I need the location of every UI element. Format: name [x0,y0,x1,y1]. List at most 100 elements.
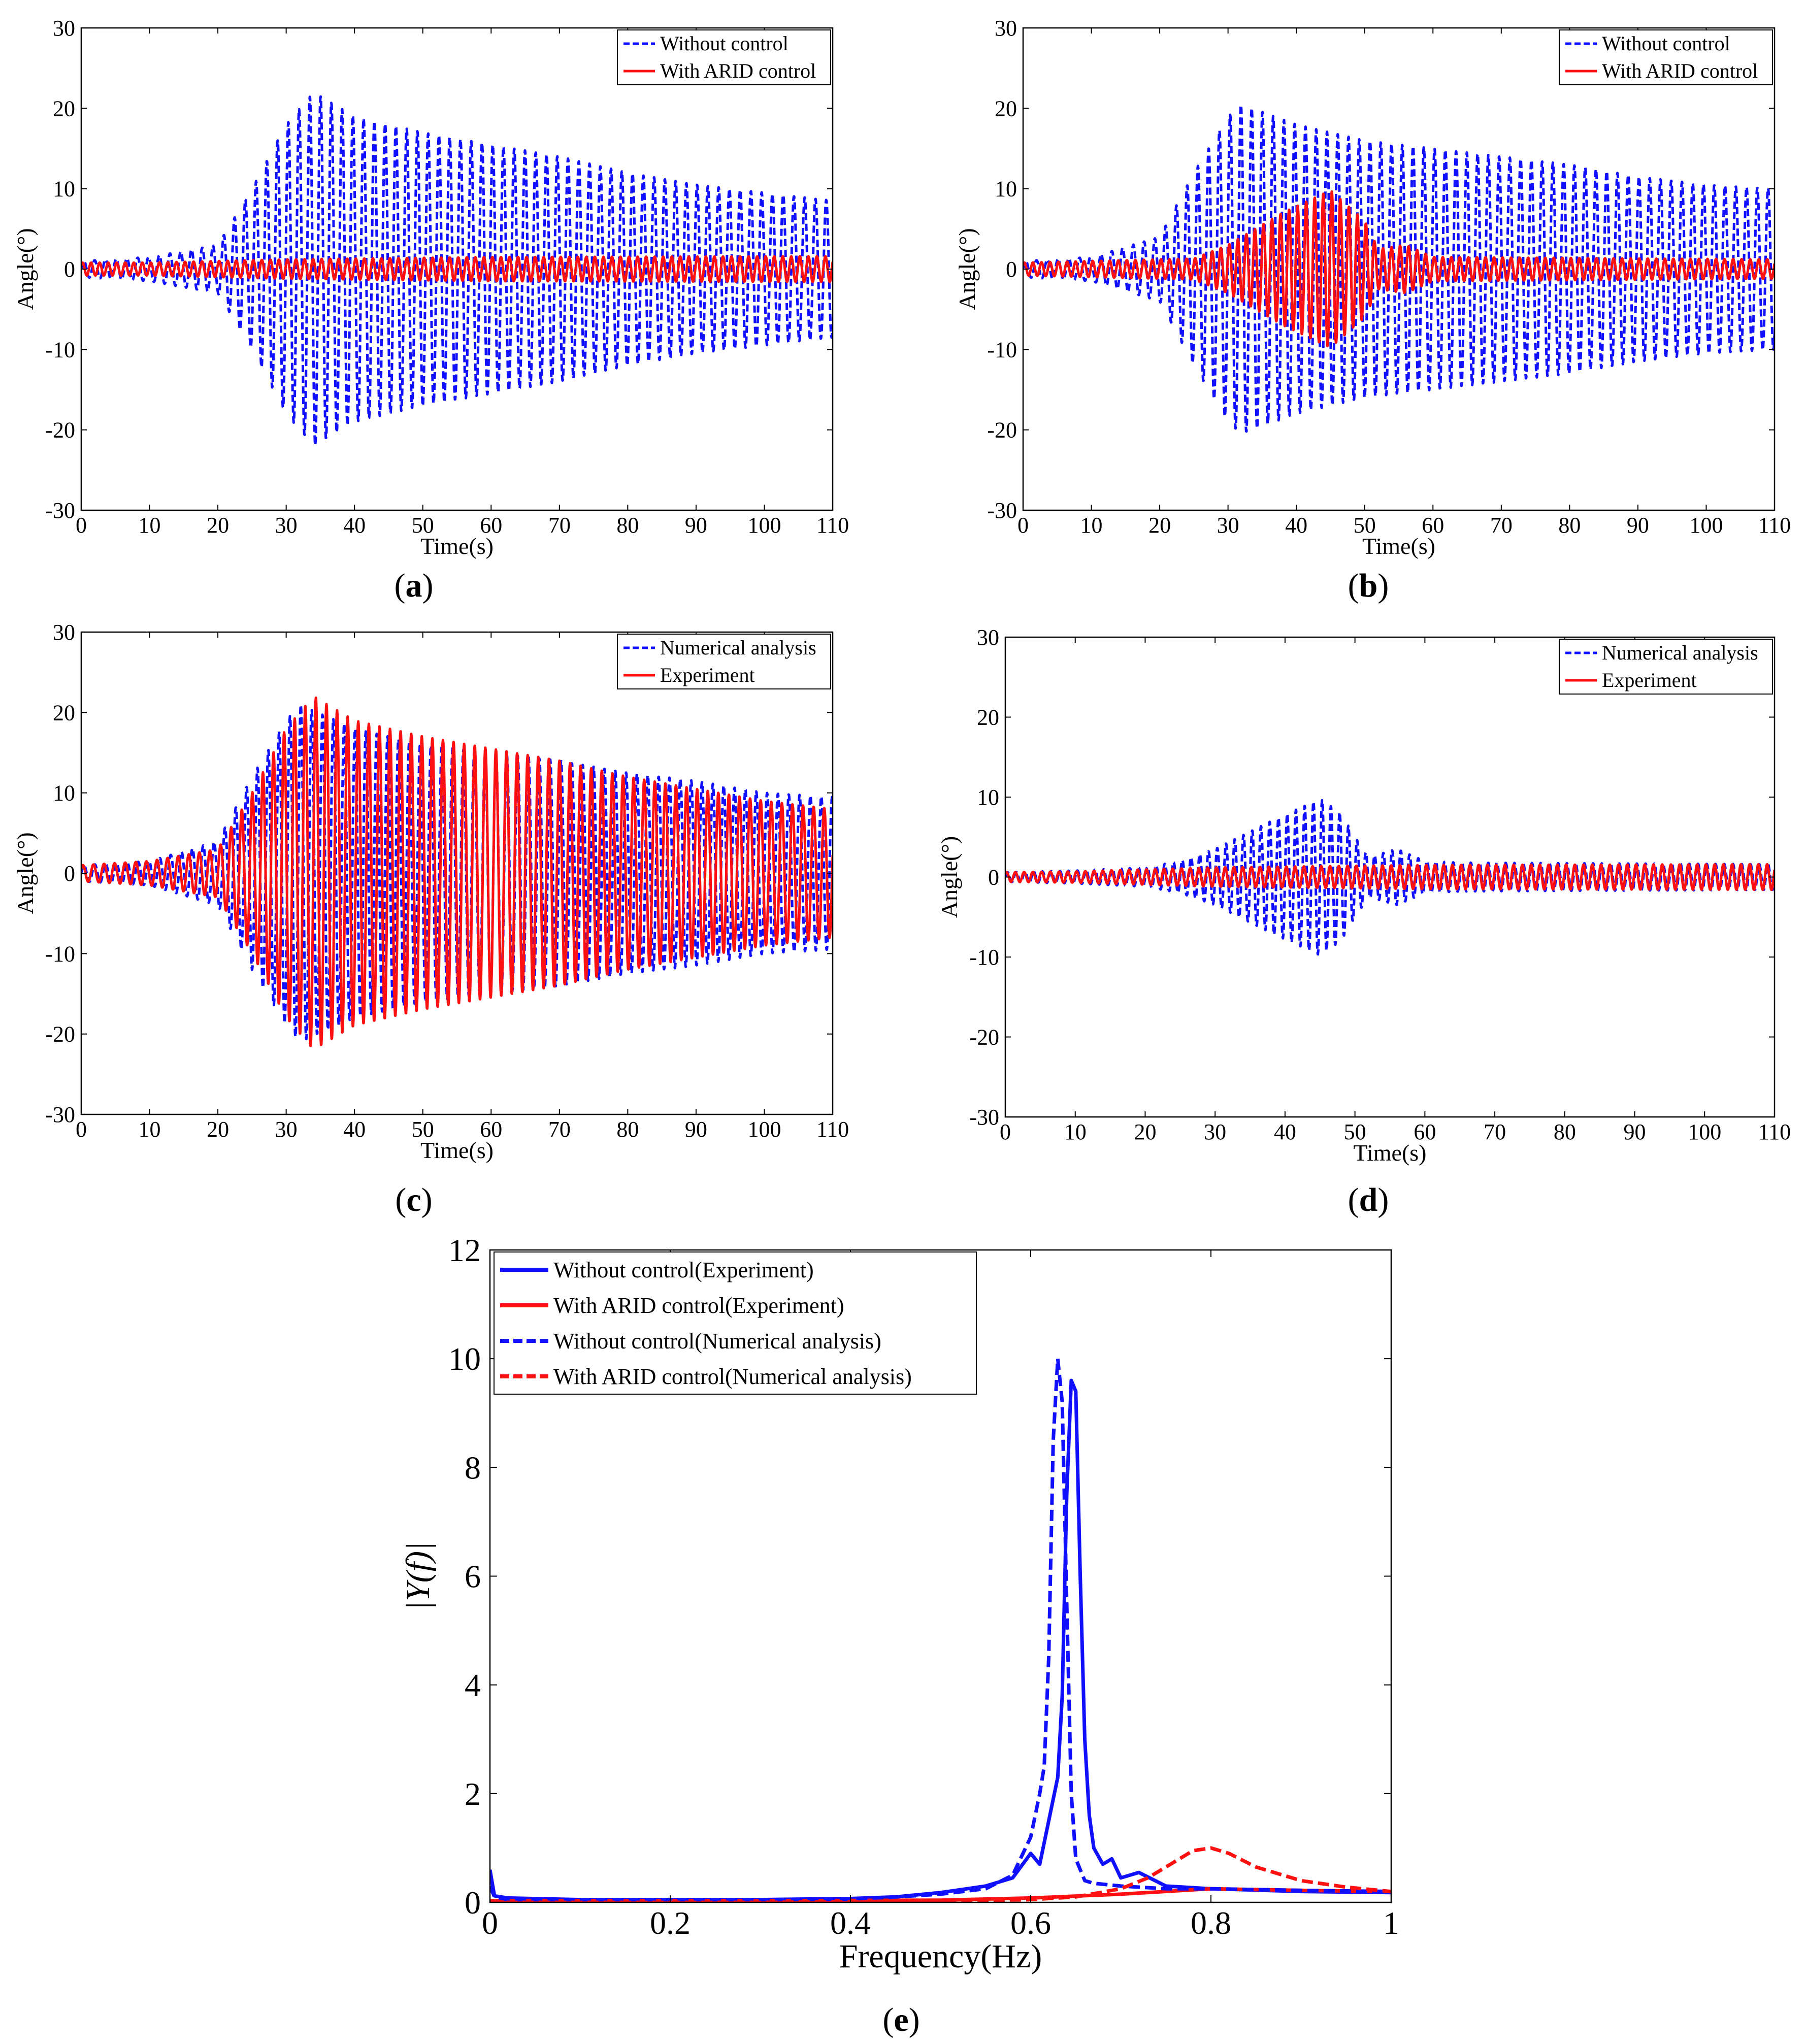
x-tick-label: 20 [1148,513,1171,538]
x-axis-label: Time(s) [1362,533,1435,559]
x-tick-label: 80 [1554,1119,1576,1144]
legend: Numerical analysis Experiment [617,634,831,689]
x-tick-label: 10 [139,1117,161,1142]
legend: Without control(Experiment) With ARID con… [494,1252,976,1394]
y-tick-label: 8 [465,1449,481,1486]
series-line-e-2 [490,1359,1391,1899]
x-tick-label: 70 [1490,513,1513,538]
x-tick-label: 10 [139,513,161,538]
x-tick-label: 80 [1558,513,1581,538]
series-line-d-1 [1005,864,1775,889]
y-tick-label: -20 [969,1025,999,1050]
caption-letter: d [1359,1181,1378,1218]
y-tick-label: 30 [977,625,999,650]
y-tick-label: -30 [45,498,75,523]
caption-letter: e [894,2001,908,2038]
x-tick-label: 70 [548,1117,571,1142]
x-tick-label: 40 [343,1117,366,1142]
y-tick-label: 30 [53,16,75,41]
x-tick-label: 70 [1484,1119,1506,1144]
x-tick-label: 40 [343,513,366,538]
y-tick-label: 10 [448,1341,481,1377]
legend: Numerical analysis Experiment [1559,639,1772,694]
legend: Without control With ARID control [1559,30,1772,85]
x-tick-label: 30 [275,513,298,538]
x-tick-label: 110 [816,513,849,538]
y-tick-label: 20 [995,96,1017,121]
plot-area [1005,800,1775,954]
y-tick-label: 20 [977,705,999,730]
y-tick-label: 0 [988,865,999,890]
x-tick-label: 20 [1134,1119,1156,1144]
legend-label: Without control(Numerical analysis) [553,1329,881,1354]
plot-area [81,96,833,445]
series-line-c-1 [81,698,833,1045]
y-tick-label: 2 [465,1776,481,1812]
panel-caption: (b) [1348,567,1389,604]
y-tick-label: 10 [53,177,75,202]
chart-panel-a: 0 10 20 30 40 50 60 70 80 90 100 110 -30 -20 -10 0 10 20 3… [12,16,849,604]
chart-panel-b: 0 10 20 30 40 50 60 70 80 90 100 110-30-20-10010203… [954,16,1791,604]
x-tick-label: 0.2 [650,1905,691,1941]
x-tick-label: 30 [275,1117,298,1142]
x-tick-label: 10 [1064,1119,1087,1144]
y-tick-label: 20 [53,96,75,121]
x-tick-label: 30 [1217,513,1239,538]
panel-caption: (c) [395,1181,432,1218]
x-tick-label: 90 [1624,1119,1646,1144]
legend-label: Numerical analysis [1602,641,1758,664]
x-tick-label: 1 [1383,1905,1399,1941]
x-tick-label: 90 [685,513,707,538]
plot-area [1023,105,1775,432]
y-tick-label: -10 [969,945,999,970]
caption-letter: a [406,567,422,604]
x-tick-label: 0.6 [1010,1905,1051,1941]
y-tick-label: -20 [987,418,1017,443]
caption-letter: c [406,1181,421,1218]
y-tick-label: 4 [465,1667,481,1703]
legend-label: Without control(Experiment) [553,1258,814,1282]
x-tick-label: 20 [207,1117,229,1142]
legend-label: Numerical analysis [660,636,816,659]
y-tick-label: 10 [977,785,999,810]
y-tick-label: 0 [64,861,75,886]
y-tick-label: 30 [995,16,1017,41]
x-tick-label: 100 [1689,513,1723,538]
x-tick-label: 0 [76,513,87,538]
x-tick-label: 0 [1000,1119,1011,1144]
x-tick-label: 0 [482,1905,498,1941]
chart-panel-c: 0 10 20 30 40 50 60 70 80 90 100 110 -30 -20 -10 0 10 20 3… [12,620,849,1218]
x-tick-label: 0.8 [1191,1905,1231,1941]
x-tick-label: 0 [76,1117,87,1142]
y-tick-label: 0 [1006,257,1017,282]
x-tick-label: 80 [616,513,639,538]
legend: Without control With ARID control [617,30,831,85]
y-tick-label: -30 [987,498,1017,523]
legend-label: With ARID control [1602,59,1758,82]
y-tick-label: 20 [53,700,75,725]
x-tick-label: 40 [1285,513,1307,538]
y-tick-label: -10 [45,337,75,362]
x-tick-label: 10 [1080,513,1103,538]
legend-label: Experiment [660,664,755,686]
x-tick-label: 110 [816,1117,849,1142]
legend-label: With ARID control(Numerical analysis) [553,1364,912,1389]
y-tick-label: 10 [53,781,75,806]
chart-panel-d: 0 10 20 30 40 50 60 70 80 90 100 110 -30 -20 -10 0 10 20 3… [936,625,1791,1218]
legend-label: Without control [1602,32,1730,55]
x-tick-label: 100 [747,513,781,538]
figure-canvas: 0 10 20 30 40 50 60 70 80 90 100 110-30-20-10010203… [0,0,1806,2044]
panel-caption: (e) [882,2001,920,2038]
x-tick-label: 100 [747,1117,781,1142]
y-axis-label: Angle(°) [954,228,980,310]
x-tick-label: 30 [1204,1119,1226,1144]
plot-area [490,1359,1391,1902]
chart-panel-e: 0 0.2 0.4 0.6 0.8 1024681012Frequency(Hz)|Y(f… [400,1232,1399,2038]
y-tick-label: 12 [448,1232,481,1268]
y-tick-label: -10 [987,337,1017,362]
y-tick-label: -20 [45,418,75,443]
x-tick-label: 20 [207,513,229,538]
y-tick-label: -30 [45,1102,75,1127]
panel-caption: (d) [1348,1181,1389,1218]
x-tick-label: 110 [1758,513,1791,538]
